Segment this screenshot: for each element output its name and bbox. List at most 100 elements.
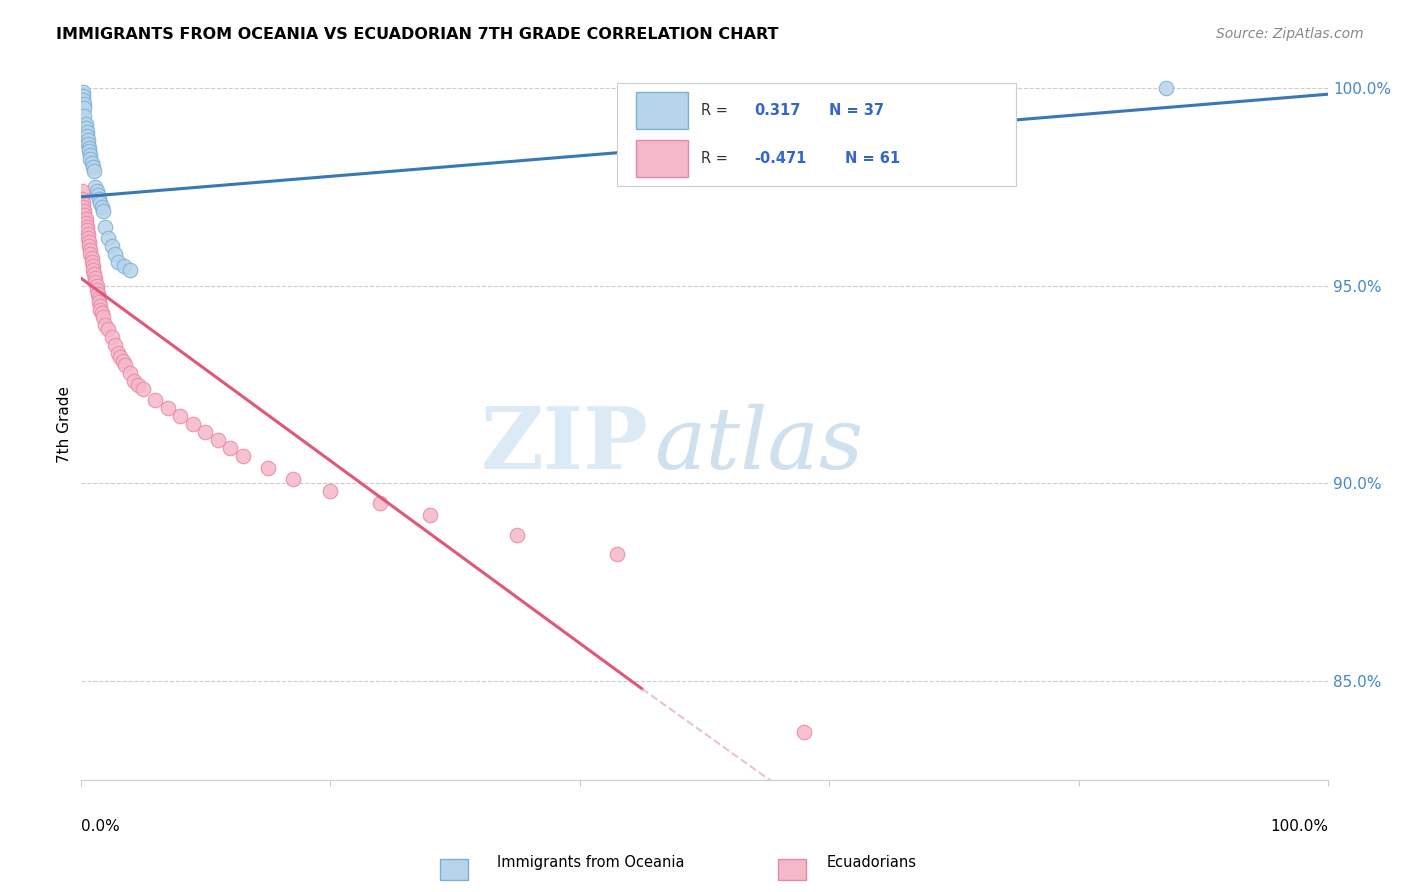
FancyBboxPatch shape	[636, 92, 688, 128]
Point	[79, 153, 101, 167]
Point	[107, 346, 129, 360]
Text: Immigrants from Oceania: Immigrants from Oceania	[496, 855, 685, 870]
Point	[114, 358, 136, 372]
Point	[70, 184, 93, 198]
Point	[256, 460, 278, 475]
Text: IMMIGRANTS FROM OCEANIA VS ECUADORIAN 7TH GRADE CORRELATION CHART: IMMIGRANTS FROM OCEANIA VS ECUADORIAN 7T…	[56, 27, 779, 42]
Point	[86, 283, 108, 297]
Point	[97, 231, 120, 245]
Point	[207, 433, 229, 447]
Point	[127, 377, 149, 392]
Point	[79, 148, 101, 162]
Point	[110, 350, 132, 364]
Point	[82, 259, 104, 273]
Point	[232, 449, 254, 463]
Point	[70, 192, 93, 206]
Point	[75, 216, 97, 230]
Point	[82, 263, 104, 277]
Point	[75, 120, 97, 135]
Point	[97, 322, 120, 336]
Point	[76, 223, 98, 237]
Text: 100.0%: 100.0%	[1270, 819, 1329, 834]
Point	[73, 101, 96, 115]
Point	[77, 140, 100, 154]
Point	[368, 496, 391, 510]
Point	[100, 330, 122, 344]
Point	[77, 133, 100, 147]
Point	[104, 338, 127, 352]
Point	[80, 156, 103, 170]
Point	[793, 725, 815, 739]
Point	[76, 125, 98, 139]
Point	[75, 117, 97, 131]
Point	[76, 128, 98, 143]
Point	[73, 203, 96, 218]
Point	[72, 93, 94, 107]
Point	[72, 195, 94, 210]
Point	[91, 310, 114, 325]
Text: -0.471: -0.471	[754, 151, 807, 166]
Point	[84, 275, 107, 289]
Point	[72, 89, 94, 103]
FancyBboxPatch shape	[636, 140, 688, 177]
Point	[89, 294, 111, 309]
Point	[132, 382, 155, 396]
Point	[120, 366, 142, 380]
Point	[87, 286, 110, 301]
Point	[94, 219, 117, 234]
Text: Ecuadorians: Ecuadorians	[827, 855, 917, 870]
Point	[77, 239, 100, 253]
Point	[86, 184, 108, 198]
Point	[111, 354, 134, 368]
Point	[145, 393, 167, 408]
Point	[918, 85, 941, 99]
Point	[169, 409, 191, 424]
Point	[181, 417, 204, 431]
Text: R =: R =	[700, 151, 727, 166]
Point	[77, 136, 100, 151]
Point	[72, 85, 94, 99]
Point	[77, 227, 100, 242]
Point	[120, 263, 142, 277]
Point	[73, 109, 96, 123]
Point	[90, 200, 112, 214]
Point	[86, 278, 108, 293]
Point	[84, 180, 107, 194]
Point	[75, 211, 97, 226]
Point	[89, 195, 111, 210]
Point	[112, 259, 135, 273]
Point	[1154, 81, 1177, 95]
Point	[80, 251, 103, 265]
Point	[100, 239, 122, 253]
Point	[156, 401, 179, 416]
Text: atlas: atlas	[654, 404, 863, 487]
Point	[319, 484, 342, 499]
Point	[89, 302, 111, 317]
Point	[90, 306, 112, 320]
Point	[104, 247, 127, 261]
Point	[73, 97, 96, 112]
Point	[83, 164, 105, 178]
Point	[194, 425, 217, 439]
Point	[122, 374, 145, 388]
Point	[72, 200, 94, 214]
Text: N = 37: N = 37	[830, 103, 884, 118]
Point	[77, 235, 100, 250]
Point	[89, 299, 111, 313]
Text: N = 61: N = 61	[845, 151, 900, 166]
Point	[419, 508, 441, 522]
Point	[506, 527, 529, 541]
Text: 0.0%: 0.0%	[80, 819, 120, 834]
Point	[73, 208, 96, 222]
Point	[76, 219, 98, 234]
Point	[79, 244, 101, 258]
Point	[107, 255, 129, 269]
Point	[70, 195, 93, 210]
Point	[94, 318, 117, 333]
Point	[79, 247, 101, 261]
Text: Source: ZipAtlas.com: Source: ZipAtlas.com	[1216, 27, 1364, 41]
Y-axis label: 7th Grade: 7th Grade	[58, 385, 72, 463]
Point	[281, 472, 304, 486]
Point	[89, 291, 111, 305]
Point	[83, 267, 105, 281]
